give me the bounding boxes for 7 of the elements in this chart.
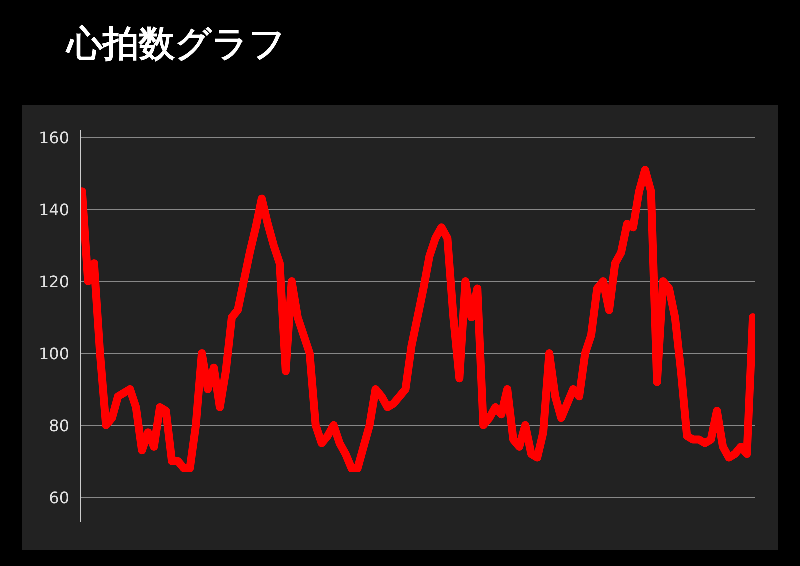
chart-title: 心拍数グラフ <box>67 23 286 67</box>
y-tick-label: 100 <box>38 344 70 364</box>
y-tick-label: 80 <box>49 416 70 436</box>
y-tick-label: 120 <box>38 272 70 292</box>
y-tick-label: 60 <box>49 488 70 508</box>
y-tick-label: 140 <box>38 200 70 220</box>
y-tick-label: 160 <box>38 128 70 148</box>
